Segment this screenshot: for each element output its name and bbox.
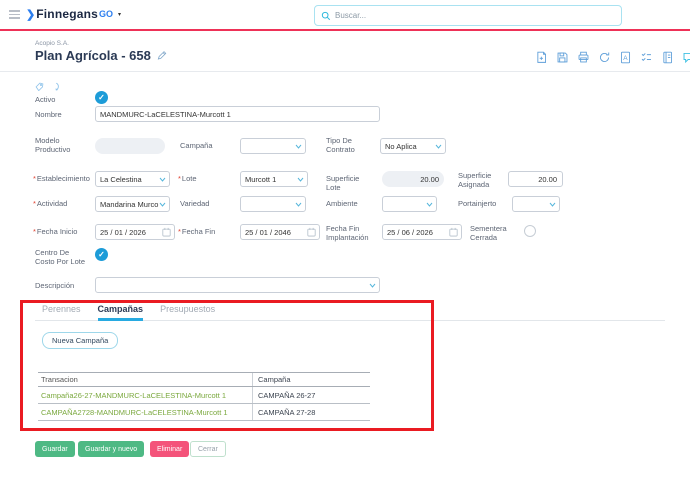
tab-campanas[interactable]: Campañas xyxy=(97,304,144,321)
column-header-transaccion: Transacion xyxy=(41,375,78,384)
search-box[interactable] xyxy=(314,5,622,26)
centro-de-costo-checkbox[interactable]: ✓ xyxy=(95,248,108,261)
svg-text:A: A xyxy=(623,54,628,61)
calendar-icon xyxy=(449,227,458,237)
lote-label: *Lote xyxy=(178,174,197,183)
ambiente-select[interactable] xyxy=(382,196,437,212)
centro-de-costo-label: Centro De Costo Por Lote xyxy=(35,248,86,266)
chevron-down-icon xyxy=(159,177,166,182)
superficie-lote-label: Superficie Lote xyxy=(326,174,360,192)
chevron-down-icon: ▾ xyxy=(118,11,122,18)
guardar-button[interactable]: Guardar xyxy=(35,441,75,457)
brand-logo[interactable]: ❯ Finnegans GO ▾ xyxy=(26,7,121,21)
tipo-de-contrato-label: Tipo De Contrato xyxy=(326,136,355,154)
print-icon[interactable] xyxy=(576,50,590,64)
actividad-label: *Actividad xyxy=(33,199,68,208)
save-icon[interactable] xyxy=(555,50,569,64)
variedad-label: Variedad xyxy=(180,199,210,208)
new-document-icon[interactable] xyxy=(534,50,548,64)
modelo-productivo-field xyxy=(95,138,165,154)
fecha-fin-label: *Fecha Fin xyxy=(178,227,216,236)
brand-suffix: GO xyxy=(99,9,114,19)
cerrar-button[interactable]: Cerrar xyxy=(190,441,226,457)
campana-label: Campaña xyxy=(180,141,213,150)
nombre-input[interactable]: MANDMURC-LaCELESTINA-Murcott 1 xyxy=(95,106,380,122)
journal-icon[interactable] xyxy=(660,50,674,64)
chevron-down-icon xyxy=(369,283,376,288)
campana-select[interactable] xyxy=(240,138,306,154)
sementera-cerrada-label: Sementera Cerrada xyxy=(470,224,507,242)
tab-perennes[interactable]: Perennes xyxy=(42,304,81,314)
chevron-down-icon xyxy=(295,144,302,149)
lote-select[interactable]: Murcott 1 xyxy=(240,171,308,187)
tab-presupuestos[interactable]: Presupuestos xyxy=(160,304,216,314)
search-input[interactable] xyxy=(335,11,615,20)
fecha-fin-input[interactable]: 25 / 01 / 2046 xyxy=(240,224,320,240)
page-title: Plan Agrícola - 658 xyxy=(35,48,167,63)
chevron-down-icon xyxy=(159,202,166,207)
chevron-down-icon xyxy=(426,202,433,207)
ambiente-label: Ambiente xyxy=(326,199,358,208)
establecimiento-select[interactable]: La Celestina xyxy=(95,171,170,187)
sementera-cerrada-radio[interactable] xyxy=(524,225,536,237)
superficie-asignada-input[interactable]: 20.00 xyxy=(508,171,563,187)
brand-name: Finnegans xyxy=(36,7,99,21)
descripcion-label: Descripción xyxy=(35,281,75,290)
checklist-icon[interactable] xyxy=(639,50,653,64)
variedad-select[interactable] xyxy=(240,196,306,212)
edit-pencil-icon[interactable] xyxy=(156,50,167,61)
brand-arrow-icon: ❯ xyxy=(26,8,36,21)
record-mini-toolbar xyxy=(35,82,60,91)
campaigns-table: Transacion Campaña Campaña26-27-MANDMURC… xyxy=(38,372,370,421)
portainjerto-select[interactable] xyxy=(512,196,560,212)
fecha-fin-implantacion-label: Fecha Fin Implantación xyxy=(326,224,369,242)
actividad-select[interactable]: Mandarina Murco xyxy=(95,196,170,212)
tag-icon[interactable] xyxy=(35,82,44,91)
top-bar: ❯ Finnegans GO ▾ xyxy=(0,0,690,31)
fecha-inicio-label: *Fecha Inicio xyxy=(33,227,78,236)
activo-checkbox[interactable]: ✓ xyxy=(95,91,108,104)
detail-tabs: Perennes Campañas Presupuestos xyxy=(42,304,215,321)
menu-icon[interactable] xyxy=(9,10,20,19)
chevron-down-icon xyxy=(297,177,304,182)
campaign-cell: CAMPAÑA 27-28 xyxy=(252,404,370,420)
eliminar-button[interactable]: Eliminar xyxy=(150,441,190,457)
superficie-lote-field: 20.00 xyxy=(382,171,444,187)
tabs-divider xyxy=(35,320,665,321)
refresh-icon[interactable] xyxy=(51,82,60,91)
document-a-icon[interactable]: A xyxy=(618,50,632,64)
history-icon[interactable] xyxy=(597,50,611,64)
tipo-de-contrato-select[interactable]: No Aplica xyxy=(380,138,446,154)
search-icon xyxy=(321,11,331,20)
calendar-icon xyxy=(307,227,316,237)
table-row: Campaña26-27-MANDMURC-LaCELESTINA-Murcot… xyxy=(38,387,370,404)
breadcrumb-company: Acopio S.A. xyxy=(35,40,69,47)
table-row: CAMPAÑA2728-MANDMURC-LaCELESTINA-Murcott… xyxy=(38,404,370,421)
fecha-fin-implantacion-input[interactable]: 25 / 06 / 2026 xyxy=(382,224,462,240)
guardar-y-nuevo-button[interactable]: Guardar y nuevo xyxy=(78,441,145,457)
modelo-productivo-label: Modelo Productivo xyxy=(35,136,71,154)
calendar-icon xyxy=(162,227,171,237)
column-header-campana: Campaña xyxy=(252,373,370,386)
chevron-down-icon xyxy=(295,202,302,207)
portainjerto-label: Portainjerto xyxy=(458,199,497,208)
chevron-down-icon xyxy=(435,144,442,149)
activo-label: Activo xyxy=(35,95,56,104)
divider xyxy=(0,71,690,72)
chevron-down-icon xyxy=(549,202,556,207)
nombre-label: Nombre xyxy=(35,110,62,119)
descripcion-select[interactable] xyxy=(95,277,380,293)
chat-icon[interactable] xyxy=(681,50,690,64)
establecimiento-label: *Establecimiento xyxy=(33,174,90,183)
record-toolbar: A xyxy=(534,50,690,64)
nueva-campana-button[interactable]: Nueva Campaña xyxy=(42,332,119,349)
campaign-cell: CAMPAÑA 26-27 xyxy=(252,387,370,403)
transaction-link[interactable]: CAMPAÑA2728-MANDMURC-LaCELESTINA-Murcott… xyxy=(41,407,228,417)
fecha-inicio-input[interactable]: 25 / 01 / 2026 xyxy=(95,224,175,240)
table-header: Transacion Campaña xyxy=(38,372,370,387)
transaction-link[interactable]: Campaña26-27-MANDMURC-LaCELESTINA-Murcot… xyxy=(41,390,227,400)
superficie-asignada-label: Superficie Asignada xyxy=(458,171,492,189)
